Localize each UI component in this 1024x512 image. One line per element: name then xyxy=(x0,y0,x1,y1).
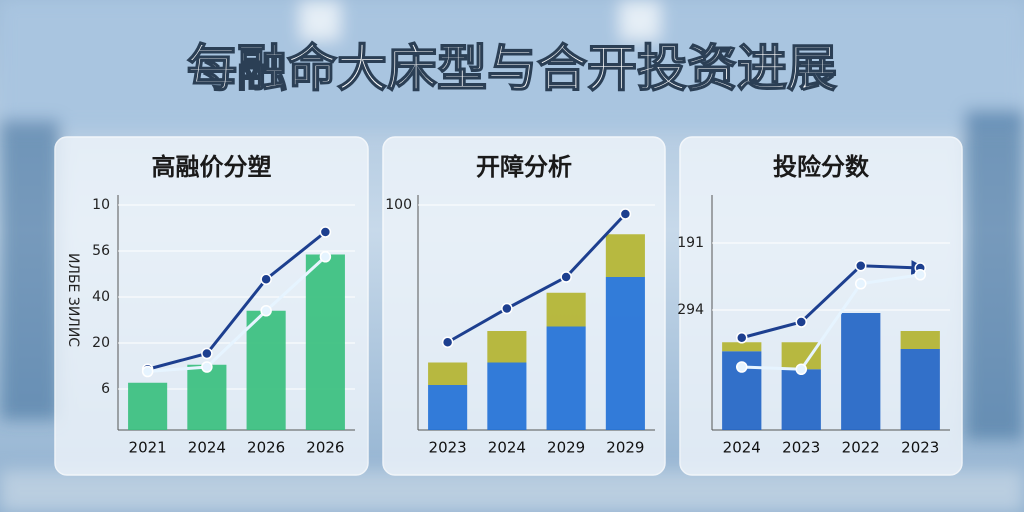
y-axis-title: ИЛБЕ ЗИЛИС xyxy=(65,253,81,347)
bar xyxy=(487,331,527,363)
x-tick-label: 2023 xyxy=(901,439,939,457)
x-tick-label: 2023 xyxy=(782,439,820,457)
line-marker xyxy=(619,208,632,220)
line-marker xyxy=(736,332,748,344)
line-marker xyxy=(736,361,748,373)
bar xyxy=(546,326,586,430)
y-tick-label: 100 xyxy=(385,197,412,213)
bar xyxy=(428,362,468,385)
x-tick-label: 2026 xyxy=(247,439,285,457)
bar xyxy=(605,234,645,277)
line-marker xyxy=(441,336,454,348)
page-title: 每融命大床型与合开投资进展 xyxy=(187,40,837,98)
bar xyxy=(781,369,821,430)
line-marker xyxy=(260,305,272,317)
line xyxy=(147,230,327,371)
x-tick-label: 2024 xyxy=(723,439,761,457)
y-axis-label: 294 xyxy=(677,302,704,318)
line-marker xyxy=(201,361,213,373)
bar xyxy=(841,313,881,430)
y-axis-label: 40 xyxy=(92,289,110,305)
bar xyxy=(546,292,586,327)
bar xyxy=(305,254,345,430)
line xyxy=(741,260,927,340)
chart-title: 投险分数 xyxy=(773,153,870,181)
y-axis-label: 56 xyxy=(92,243,110,259)
bar xyxy=(722,342,762,352)
line-marker xyxy=(319,226,332,238)
y-axis-label: 10 xyxy=(92,197,110,213)
x-tick-label: 2029 xyxy=(547,439,585,457)
bar xyxy=(187,364,227,430)
y-axis-label: 6 xyxy=(101,381,110,397)
bar xyxy=(900,349,940,430)
line-marker xyxy=(914,269,926,281)
chart-title: 开障分析 xyxy=(476,153,572,181)
line-marker xyxy=(501,302,513,315)
line-marker xyxy=(260,273,272,285)
x-tick-label: 2023 xyxy=(429,439,467,457)
line-marker xyxy=(319,251,332,263)
x-tick-label: 2029 xyxy=(606,439,644,457)
x-tick-label: 2022 xyxy=(842,439,880,457)
line-marker xyxy=(855,278,867,290)
x-tick-label: 2024 xyxy=(188,439,226,457)
x-tick-label: 2024 xyxy=(488,439,526,457)
chart-panel: 开障分析 100 2023 2024 2029 2029 xyxy=(382,136,666,476)
line xyxy=(741,273,921,371)
bar xyxy=(605,277,645,430)
bar xyxy=(246,310,286,430)
bar xyxy=(428,385,468,430)
y-axis-label: 191 xyxy=(677,235,704,251)
line-marker xyxy=(795,316,807,328)
chart-title: 高融价分塑 xyxy=(152,153,272,181)
bar xyxy=(487,362,527,430)
chart-panel: 高融价分塑 ИЛБЕ ЗИЛИС 10 56 40 20 6 2021 2024 2026 2026 xyxy=(54,136,369,476)
line xyxy=(446,212,627,344)
line-marker xyxy=(855,260,867,272)
line-marker xyxy=(201,347,213,360)
x-tick-label: 2021 xyxy=(129,439,167,457)
bar xyxy=(900,331,940,349)
x-tick-label: 2026 xyxy=(306,439,344,457)
line-marker xyxy=(560,271,572,283)
line xyxy=(147,255,327,373)
line-marker xyxy=(141,365,154,378)
bar xyxy=(128,382,168,430)
chart-panel: 投险分数 191 294 2024 2023 2022 2023 xyxy=(677,136,963,476)
line-marker xyxy=(795,363,807,375)
y-axis-label: 20 xyxy=(92,335,110,351)
